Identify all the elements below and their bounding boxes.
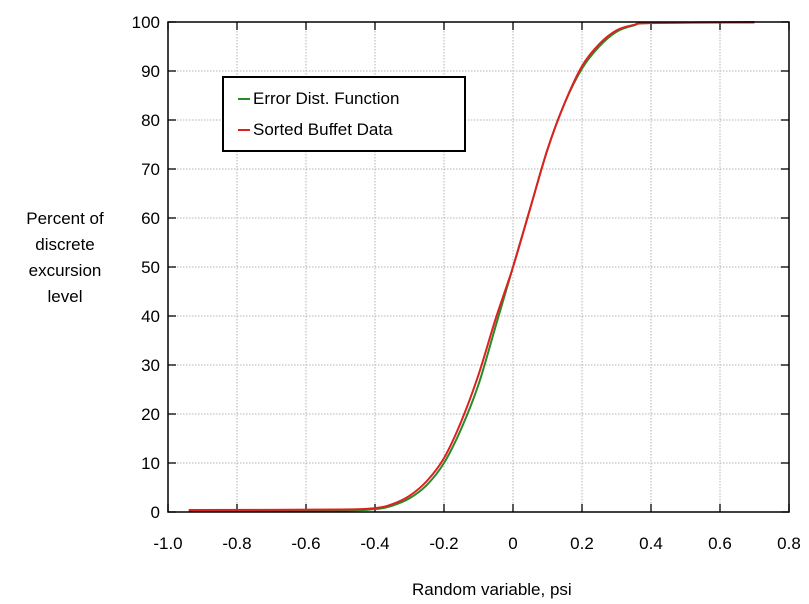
x-tick-label: -0.8 xyxy=(222,534,251,553)
legend-swatch xyxy=(238,129,250,131)
y-tick-label: 0 xyxy=(151,503,160,522)
y-tick-label: 20 xyxy=(141,405,160,424)
x-tick-label: -0.2 xyxy=(429,534,458,553)
legend-label: Error Dist. Function xyxy=(253,89,400,108)
y-tick-label: 30 xyxy=(141,356,160,375)
legend-label: Sorted Buffet Data xyxy=(253,120,393,139)
y-tick-label: 60 xyxy=(141,209,160,228)
x-tick-label: 0.8 xyxy=(777,534,801,553)
x-tick-label: 0.4 xyxy=(639,534,663,553)
legend-swatch xyxy=(238,98,250,100)
x-tick-label: -0.6 xyxy=(291,534,320,553)
y-axis-label-line: level xyxy=(47,287,83,306)
plot-frame xyxy=(167,21,790,513)
tick-labels: -1.0 -0.8 -0.6 -0.4 -0.2 0 0.2 0.4 0.6 0.8 0 10 20 30… xyxy=(132,13,801,553)
series-line-0 xyxy=(188,21,755,513)
legend: Error Dist. Function Sorted Buffet Data xyxy=(222,76,466,152)
y-axis-label-line: Percent of xyxy=(26,209,104,228)
series-lines xyxy=(188,21,755,513)
y-tick-label: 10 xyxy=(141,454,160,473)
x-tick-label: -1.0 xyxy=(153,534,182,553)
x-tick-label: 0.6 xyxy=(708,534,732,553)
legend-item-sorted-buffet: Sorted Buffet Data xyxy=(238,120,393,140)
legend-item-error-dist: Error Dist. Function xyxy=(238,89,399,109)
x-tick-label: -0.4 xyxy=(360,534,389,553)
x-axis-label: Random variable, psi xyxy=(412,580,572,599)
y-tick-label: 90 xyxy=(141,62,160,81)
y-axis-label: Percent of discrete excursion level xyxy=(0,206,130,310)
y-tick-label: 50 xyxy=(141,258,160,277)
x-tick-label: 0 xyxy=(508,534,517,553)
ticks xyxy=(167,21,790,513)
series-line-1 xyxy=(188,21,755,512)
y-tick-label: 70 xyxy=(141,160,160,179)
y-axis-label-line: discrete xyxy=(35,235,95,254)
y-tick-label: 40 xyxy=(141,307,160,326)
y-tick-label: 100 xyxy=(132,13,160,32)
y-axis-label-line: excursion xyxy=(28,261,102,280)
x-tick-label: 0.2 xyxy=(570,534,594,553)
y-tick-label: 80 xyxy=(141,111,160,130)
